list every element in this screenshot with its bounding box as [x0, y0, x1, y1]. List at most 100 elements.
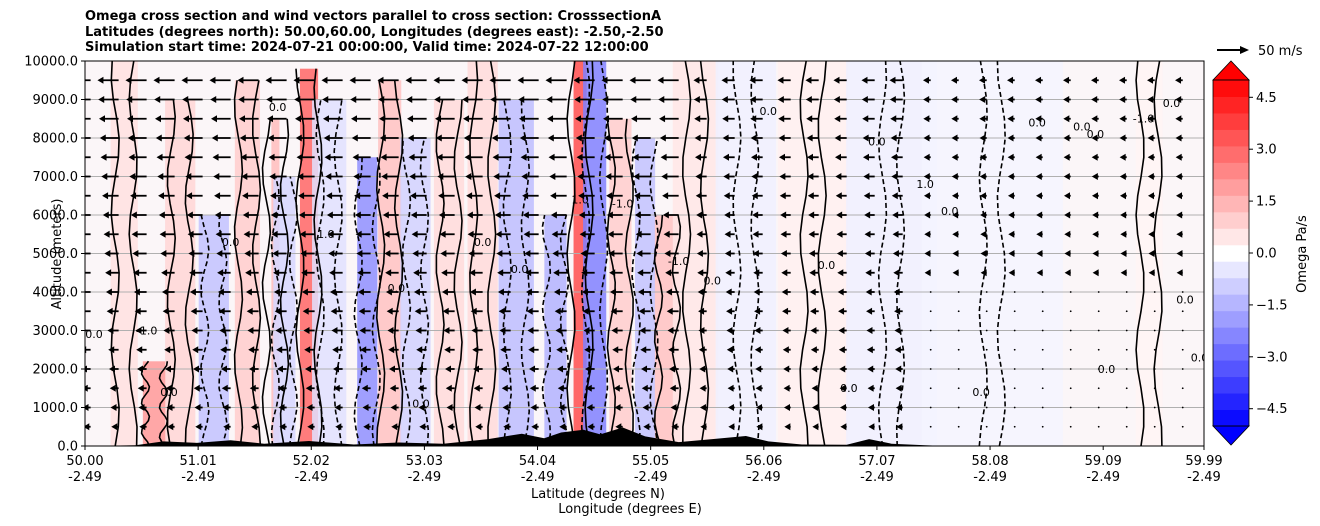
wind-vector-head [417, 384, 424, 392]
wind-key-arrow-icon [1240, 46, 1249, 54]
wind-vector-head [779, 192, 786, 200]
wind-vector-head [133, 288, 140, 296]
wind-vector-head [694, 134, 701, 142]
wind-vector-head [923, 96, 930, 103]
wind-vector [1153, 387, 1156, 390]
wind-vector-head [237, 76, 244, 84]
wind-vector-head [496, 250, 503, 257]
wind-vector-head [520, 153, 527, 161]
wind-vector-head [503, 423, 510, 431]
wind-vector-head [665, 288, 672, 296]
wind-vector-head [891, 153, 898, 161]
wind-vector-head [490, 96, 497, 103]
wind-vector-head [475, 423, 482, 431]
wind-vector-head [276, 365, 283, 373]
wind-vector-head [494, 211, 501, 219]
wind-vector-head [380, 153, 387, 161]
wind-vector-head [377, 76, 384, 84]
wind-vector-head [191, 327, 198, 334]
wind-vector [1181, 329, 1184, 332]
wind-vector-head [722, 134, 729, 142]
wind-vector-head [1007, 173, 1014, 180]
wind-vector-head [222, 404, 229, 411]
wind-vector-head [587, 423, 594, 431]
wind-vector-head [671, 423, 678, 431]
wind-vector-head [724, 230, 731, 238]
wind-vector-head [323, 115, 330, 123]
wind-vector-head [1120, 211, 1127, 219]
wind-vector-head [297, 173, 304, 180]
wind-vector-head [1120, 230, 1127, 238]
contour-label: 0.0 [818, 259, 836, 272]
wind-vector-head [550, 211, 557, 219]
wind-vector-head [103, 230, 110, 238]
contour-label: 0.0 [1176, 294, 1194, 307]
wind-vector [985, 406, 988, 409]
contour-line-zero [251, 80, 262, 446]
wind-vector-head [195, 423, 202, 431]
contour-line-negative [200, 214, 210, 446]
wind-vector [1013, 291, 1016, 293]
contour-label: 0.0 [388, 282, 406, 295]
contour-label: 0.0 [412, 398, 430, 411]
wind-vector-head [278, 404, 285, 411]
wind-vector-head [295, 115, 302, 123]
colorbar-tick-label: 3.0 [1256, 143, 1277, 158]
x-tick-label-lat: 54.04 [519, 454, 556, 469]
wind-vector [1069, 329, 1072, 332]
wind-vector-head [352, 153, 359, 161]
wind-vector [1069, 387, 1072, 390]
wind-vector-head [695, 192, 702, 200]
wind-vector-head [723, 192, 730, 200]
wind-vector-head [1064, 250, 1071, 257]
wind-vector-head [1119, 192, 1126, 200]
wind-vector-head [697, 288, 704, 296]
wind-vector-head [378, 96, 385, 103]
wind-vector-head [697, 269, 704, 277]
wind-vector-head [840, 423, 847, 431]
wind-vector-head [1119, 96, 1126, 103]
wind-vector-head [239, 134, 246, 142]
wind-vector-head [270, 211, 277, 219]
wind-vector-head [750, 115, 757, 123]
wind-vector-head [979, 192, 986, 200]
x-tick-label-lat: 59.09 [1085, 454, 1122, 469]
wind-vector-head [524, 250, 531, 257]
wind-vector-head [279, 423, 286, 431]
wind-vector-head [1092, 269, 1099, 277]
wind-vector-head [132, 250, 139, 257]
wind-vector-head [547, 134, 554, 142]
wind-vector-head [809, 269, 816, 277]
wind-vector-head [614, 404, 621, 411]
wind-vector-head [98, 115, 105, 123]
wind-vector-head [756, 423, 763, 431]
wind-vector-head [356, 250, 363, 257]
wind-vector-head [413, 288, 420, 296]
wind-vector-head [1007, 192, 1014, 200]
colorbar-segment [1213, 244, 1249, 262]
wind-vector-head [85, 384, 88, 392]
colorbar-segment [1213, 409, 1249, 427]
wind-vector-head [1119, 153, 1126, 161]
wind-vector-head [221, 384, 228, 392]
wind-vector-head [105, 269, 112, 277]
wind-vector-head [271, 230, 278, 238]
contour-label: 0.0 [269, 101, 287, 114]
wind-vector-head [382, 192, 389, 200]
colorbar-segment [1213, 343, 1249, 361]
wind-vector-head [329, 288, 336, 296]
wind-vector-head [604, 153, 611, 161]
contour-line-zero [313, 68, 323, 446]
colorbar-segment [1213, 129, 1249, 147]
wind-vector-head [556, 346, 563, 354]
wind-vector-head [186, 192, 193, 200]
wind-vector-head [213, 173, 220, 180]
wind-vector-head [979, 96, 986, 103]
wind-vector-head [640, 346, 647, 354]
wind-vector-head [130, 192, 137, 200]
wind-vector-head [924, 211, 931, 219]
wind-vector [1041, 425, 1044, 428]
wind-vector-head [97, 76, 104, 84]
wind-vector-head [434, 96, 441, 103]
wind-vector-head [363, 423, 370, 431]
